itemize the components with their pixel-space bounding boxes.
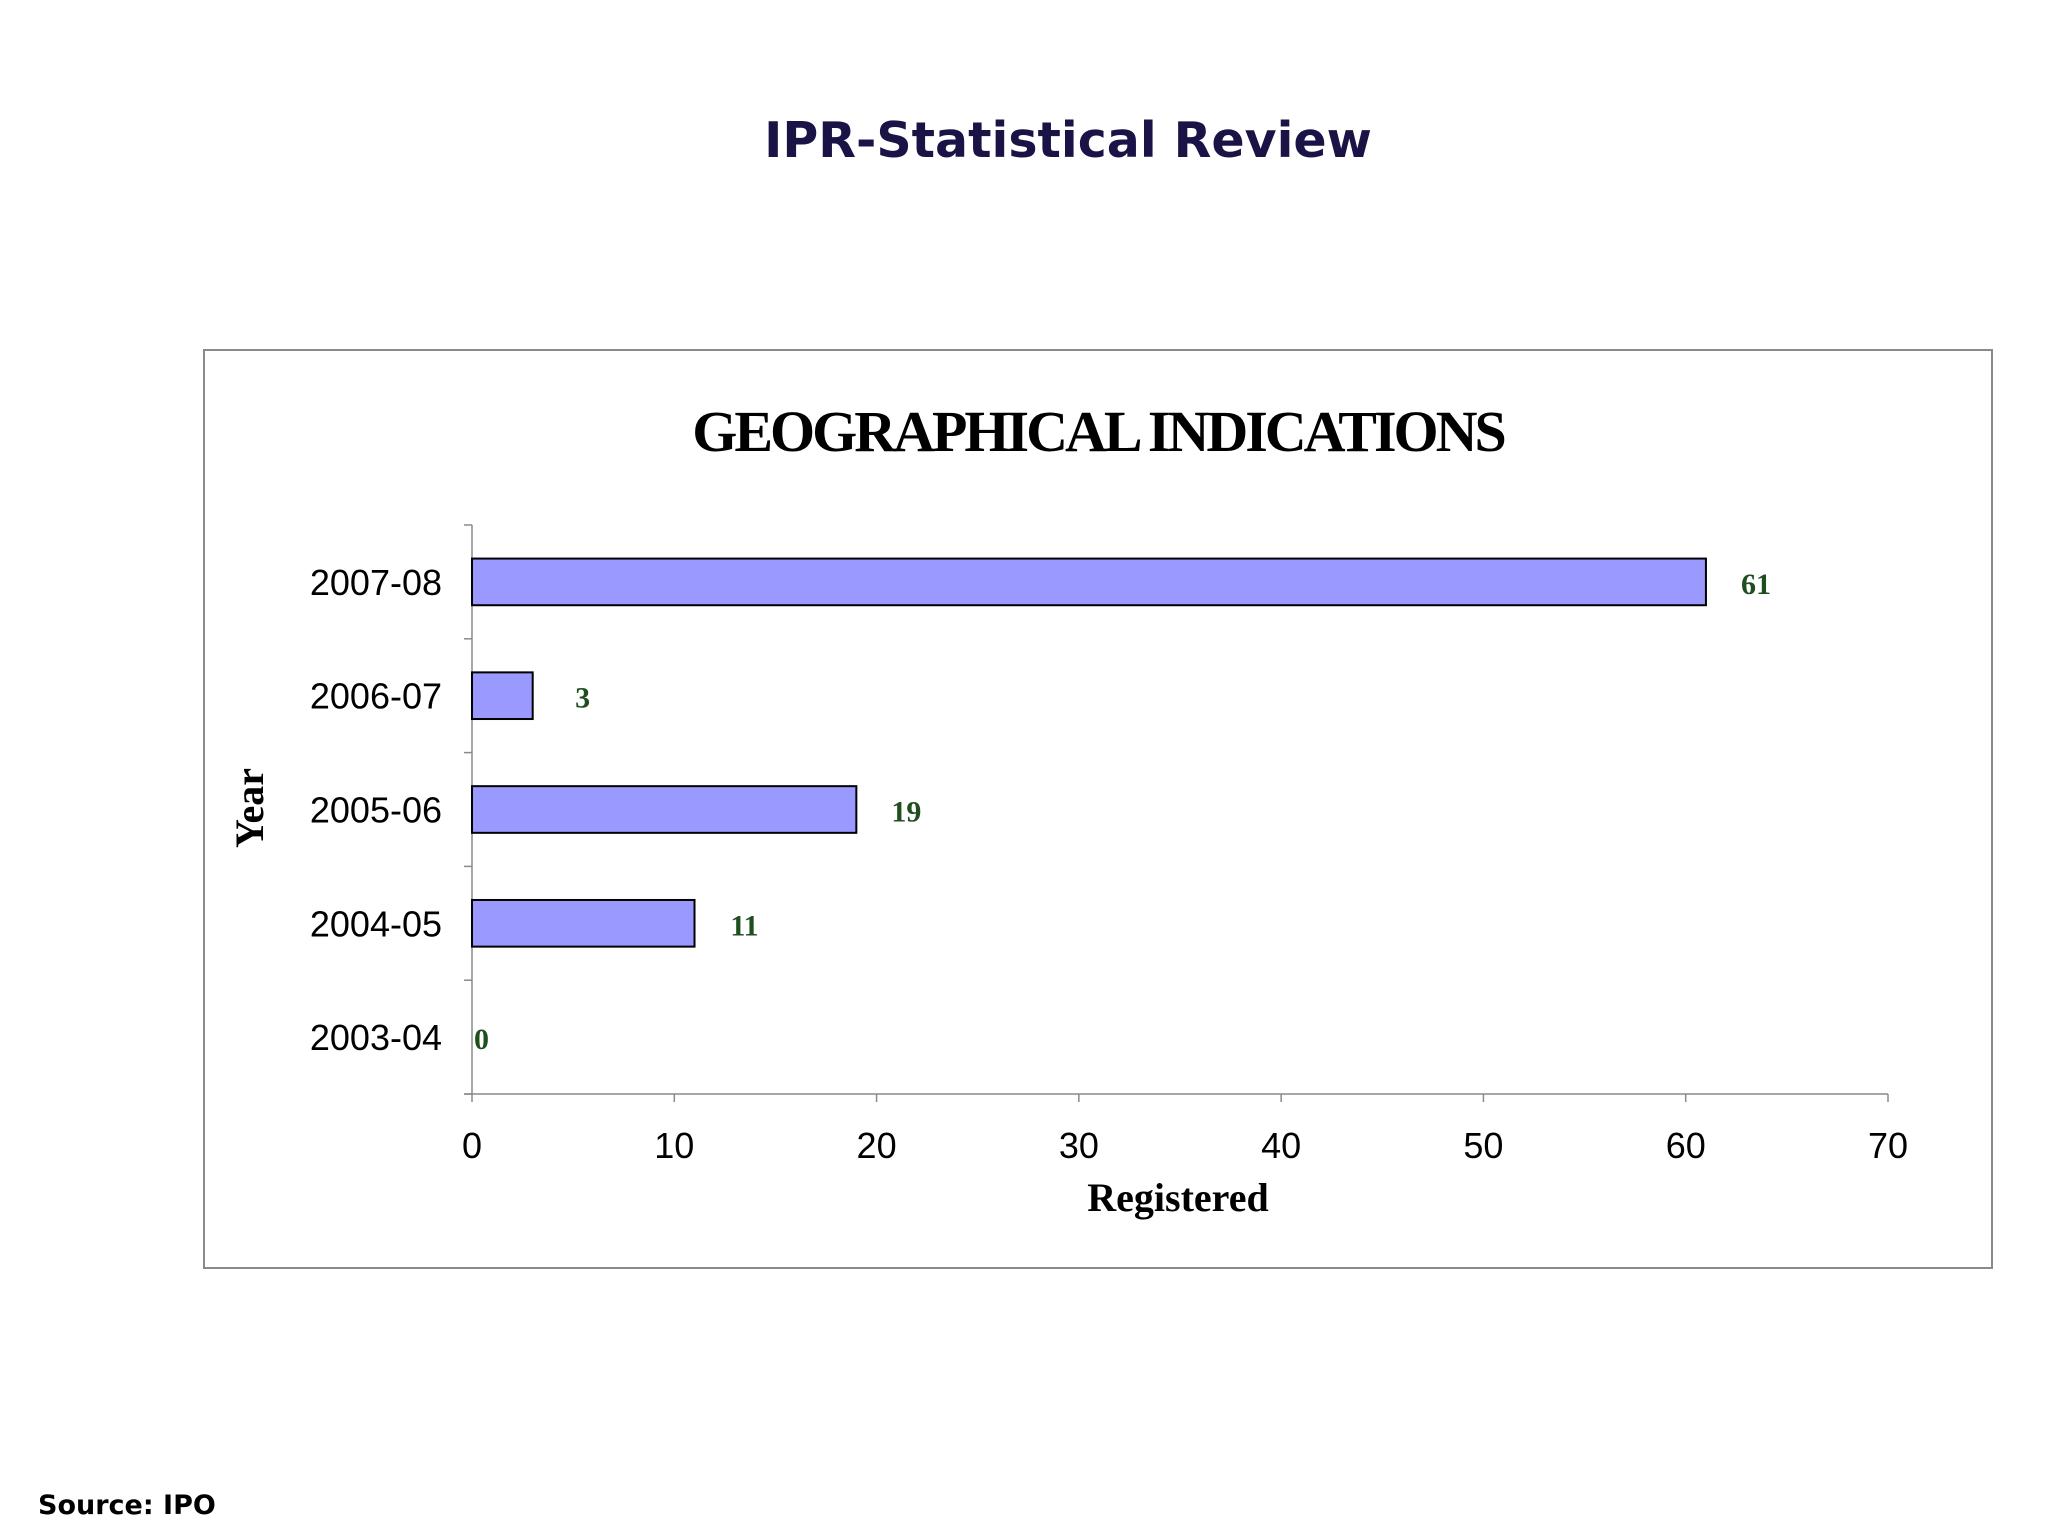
x-tick-label: 20 xyxy=(857,1125,897,1166)
data-label: 11 xyxy=(730,909,758,942)
data-label: 3 xyxy=(575,682,590,715)
x-tick-label: 30 xyxy=(1059,1125,1099,1166)
source-note: Source: IPO xyxy=(38,1490,216,1521)
y-axis-title: Year xyxy=(227,768,272,848)
x-tick-label: 70 xyxy=(1868,1125,1908,1166)
data-label: 0 xyxy=(474,1023,489,1056)
bar xyxy=(471,898,696,948)
page-title: IPR-Statistical Review xyxy=(764,112,1372,169)
x-tick-label: 60 xyxy=(1666,1125,1706,1166)
bar xyxy=(471,785,858,834)
bar-chart: GEOGRAPHICAL INDICATIONS Year Registered… xyxy=(227,399,1908,1220)
x-tick-label: 50 xyxy=(1463,1125,1503,1166)
y-tick-label: 2003-04 xyxy=(310,1017,442,1058)
chart-frame: GEOGRAPHICAL INDICATIONS Year Registered… xyxy=(203,349,1993,1269)
data-label: 19 xyxy=(891,796,921,829)
data-label: 61 xyxy=(1741,568,1771,601)
x-tick-label: 40 xyxy=(1261,1125,1301,1166)
bar xyxy=(471,557,1707,607)
bar xyxy=(471,671,534,721)
y-tick-label: 2004-05 xyxy=(310,903,442,944)
x-axis-title: Registered xyxy=(1087,1175,1268,1220)
x-tick-label: 10 xyxy=(654,1125,694,1166)
x-tick-label: 0 xyxy=(462,1125,482,1166)
y-tick-label: 2006-07 xyxy=(310,676,442,717)
chart-title: GEOGRAPHICAL INDICATIONS xyxy=(692,399,1504,464)
y-tick-label: 2005-06 xyxy=(310,790,442,831)
y-tick-label: 2007-08 xyxy=(310,562,442,603)
